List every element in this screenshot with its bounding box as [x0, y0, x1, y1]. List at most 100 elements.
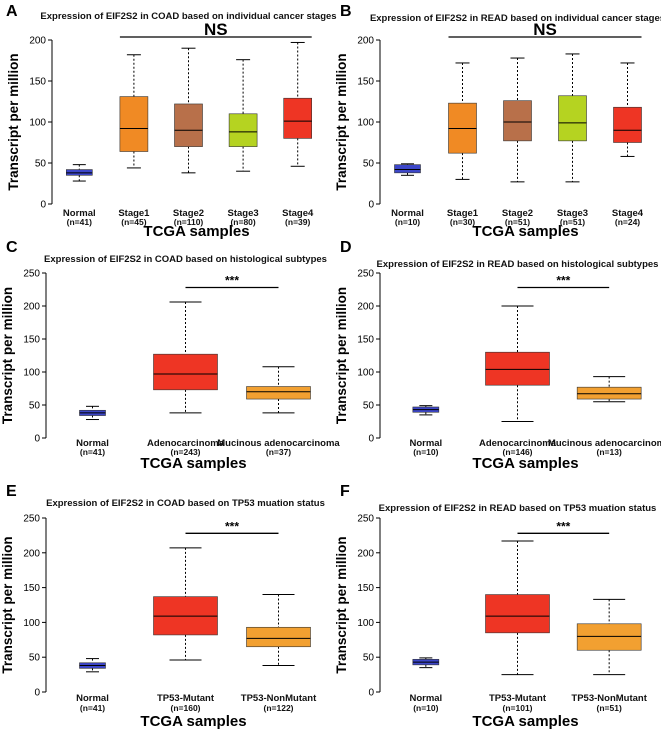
panel-label: E [6, 483, 17, 500]
x-tick-label: TP53-Mutant [489, 693, 547, 704]
y-tick-label: 150 [357, 335, 374, 346]
x-tick-label: TP53-Mutant [157, 693, 215, 704]
box-normal [66, 164, 93, 182]
sample-size-label: (n=41) [80, 447, 105, 457]
sample-size-label: (n=243) [171, 447, 201, 457]
sample-size-label: (n=110) [174, 217, 204, 227]
x-tick-label: Normal [409, 693, 442, 704]
significance-label: NS [204, 20, 228, 39]
sample-size-label: (n=30) [450, 217, 475, 227]
x-tick-label: Stage4 [282, 208, 314, 219]
panel-label: B [340, 3, 352, 20]
box-stage4 [283, 41, 313, 167]
significance-label: NS [533, 20, 557, 39]
y-tick-label: 200 [23, 302, 40, 313]
y-tick-label: 200 [357, 548, 374, 559]
sample-size-label: (n=10) [395, 217, 420, 227]
chart-title: Expression of EIF2S2 in COAD based on TP… [46, 498, 325, 509]
y-tick-label: 0 [40, 200, 46, 211]
y-tick-label: 0 [368, 200, 374, 211]
sample-size-label: (n=41) [67, 217, 92, 227]
box-stage1 [119, 54, 149, 169]
x-tick-label: Stage4 [612, 208, 644, 219]
y-tick-label: 250 [23, 269, 40, 280]
x-axis-label: TCGA samples [140, 713, 246, 730]
y-tick-label: 250 [357, 269, 374, 280]
iqr-box [485, 594, 550, 634]
y-tick-label: 250 [23, 514, 40, 525]
y-tick-label: 100 [357, 118, 374, 129]
iqr-box [558, 95, 587, 142]
y-tick-label: 150 [357, 77, 374, 88]
y-tick-label: 100 [357, 368, 374, 379]
iqr-box [576, 386, 642, 400]
y-tick-label: 0 [34, 688, 40, 699]
box-tp53-mutant [153, 547, 218, 661]
panel-label: F [340, 483, 350, 500]
y-tick-label: 50 [29, 401, 41, 412]
y-axis-label: Transcript per million [0, 287, 15, 424]
y-tick-label: 150 [23, 335, 40, 346]
y-tick-label: 0 [34, 434, 40, 445]
y-tick-label: 50 [363, 653, 375, 664]
y-tick-label: 50 [35, 159, 47, 170]
iqr-box [613, 106, 642, 143]
box-normal [412, 657, 440, 669]
box-normal [79, 405, 106, 421]
chart-title: Expression of EIF2S2 in COAD based on hi… [44, 254, 327, 265]
box-stage3 [228, 59, 258, 172]
box-normal [412, 405, 440, 416]
iqr-box [576, 623, 642, 651]
x-tick-label: Stage2 [502, 208, 533, 219]
y-axis-label: Transcript per million [334, 53, 349, 190]
x-tick-label: Stage3 [557, 208, 588, 219]
sample-size-label: (n=122) [264, 703, 294, 713]
box-stage1 [448, 62, 477, 180]
x-tick-label: Mucinous adenocarcinoma [548, 438, 661, 449]
box-stage3 [558, 53, 587, 183]
x-tick-label: Mucinous adenocarcinoma [217, 438, 340, 449]
sample-size-label: (n=13) [597, 447, 622, 457]
significance-label: *** [225, 274, 239, 288]
x-tick-label: TP53-NonMutant [571, 693, 647, 704]
chart-panel-b: B Expression of EIF2S2 in READ based on i… [334, 3, 661, 240]
panel-label: D [340, 239, 352, 256]
sample-size-label: (n=160) [171, 703, 201, 713]
y-tick-label: 200 [23, 548, 40, 559]
y-tick-label: 0 [368, 688, 374, 699]
x-tick-label: Normal [63, 208, 96, 219]
x-tick-label: Adenocarcinoma [479, 438, 557, 449]
sample-size-label: (n=101) [503, 703, 533, 713]
sample-size-label: (n=37) [266, 447, 291, 457]
y-tick-label: 150 [357, 583, 374, 594]
chart-panel-e: E Expression of EIF2S2 in COAD based on T… [0, 483, 325, 730]
y-tick-label: 100 [357, 618, 374, 629]
x-axis-label: TCGA samples [472, 455, 578, 472]
iqr-box [174, 103, 203, 147]
chart-title: Expression of EIF2S2 in READ based on hi… [377, 259, 659, 270]
sample-size-label: (n=146) [503, 447, 533, 457]
y-tick-label: 150 [23, 583, 40, 594]
iqr-box [228, 113, 258, 147]
sample-size-label: (n=10) [413, 447, 438, 457]
x-axis-label: TCGA samples [472, 713, 578, 730]
y-tick-label: 150 [29, 77, 46, 88]
chart-panel-a: A Expression of EIF2S2 in COAD based on i… [6, 3, 337, 240]
box-normal [394, 163, 421, 176]
y-axis-label: Transcript per million [6, 53, 21, 190]
box-stage2 [503, 57, 532, 183]
iqr-box [485, 351, 550, 386]
y-tick-label: 250 [357, 514, 374, 525]
x-axis-label: TCGA samples [472, 223, 578, 240]
chart-panel-c: C Expression of EIF2S2 in COAD based on h… [0, 239, 340, 472]
x-axis-label: TCGA samples [140, 455, 246, 472]
sample-size-label: (n=51) [597, 703, 622, 713]
sample-size-label: (n=80) [230, 217, 255, 227]
sample-size-label: (n=51) [560, 217, 585, 227]
sample-size-label: (n=24) [615, 217, 640, 227]
iqr-box [503, 100, 532, 142]
iqr-box [394, 164, 421, 174]
y-tick-label: 200 [357, 302, 374, 313]
x-tick-label: Adenocarcinoma [147, 438, 225, 449]
box-tp53-mutant [485, 540, 550, 676]
